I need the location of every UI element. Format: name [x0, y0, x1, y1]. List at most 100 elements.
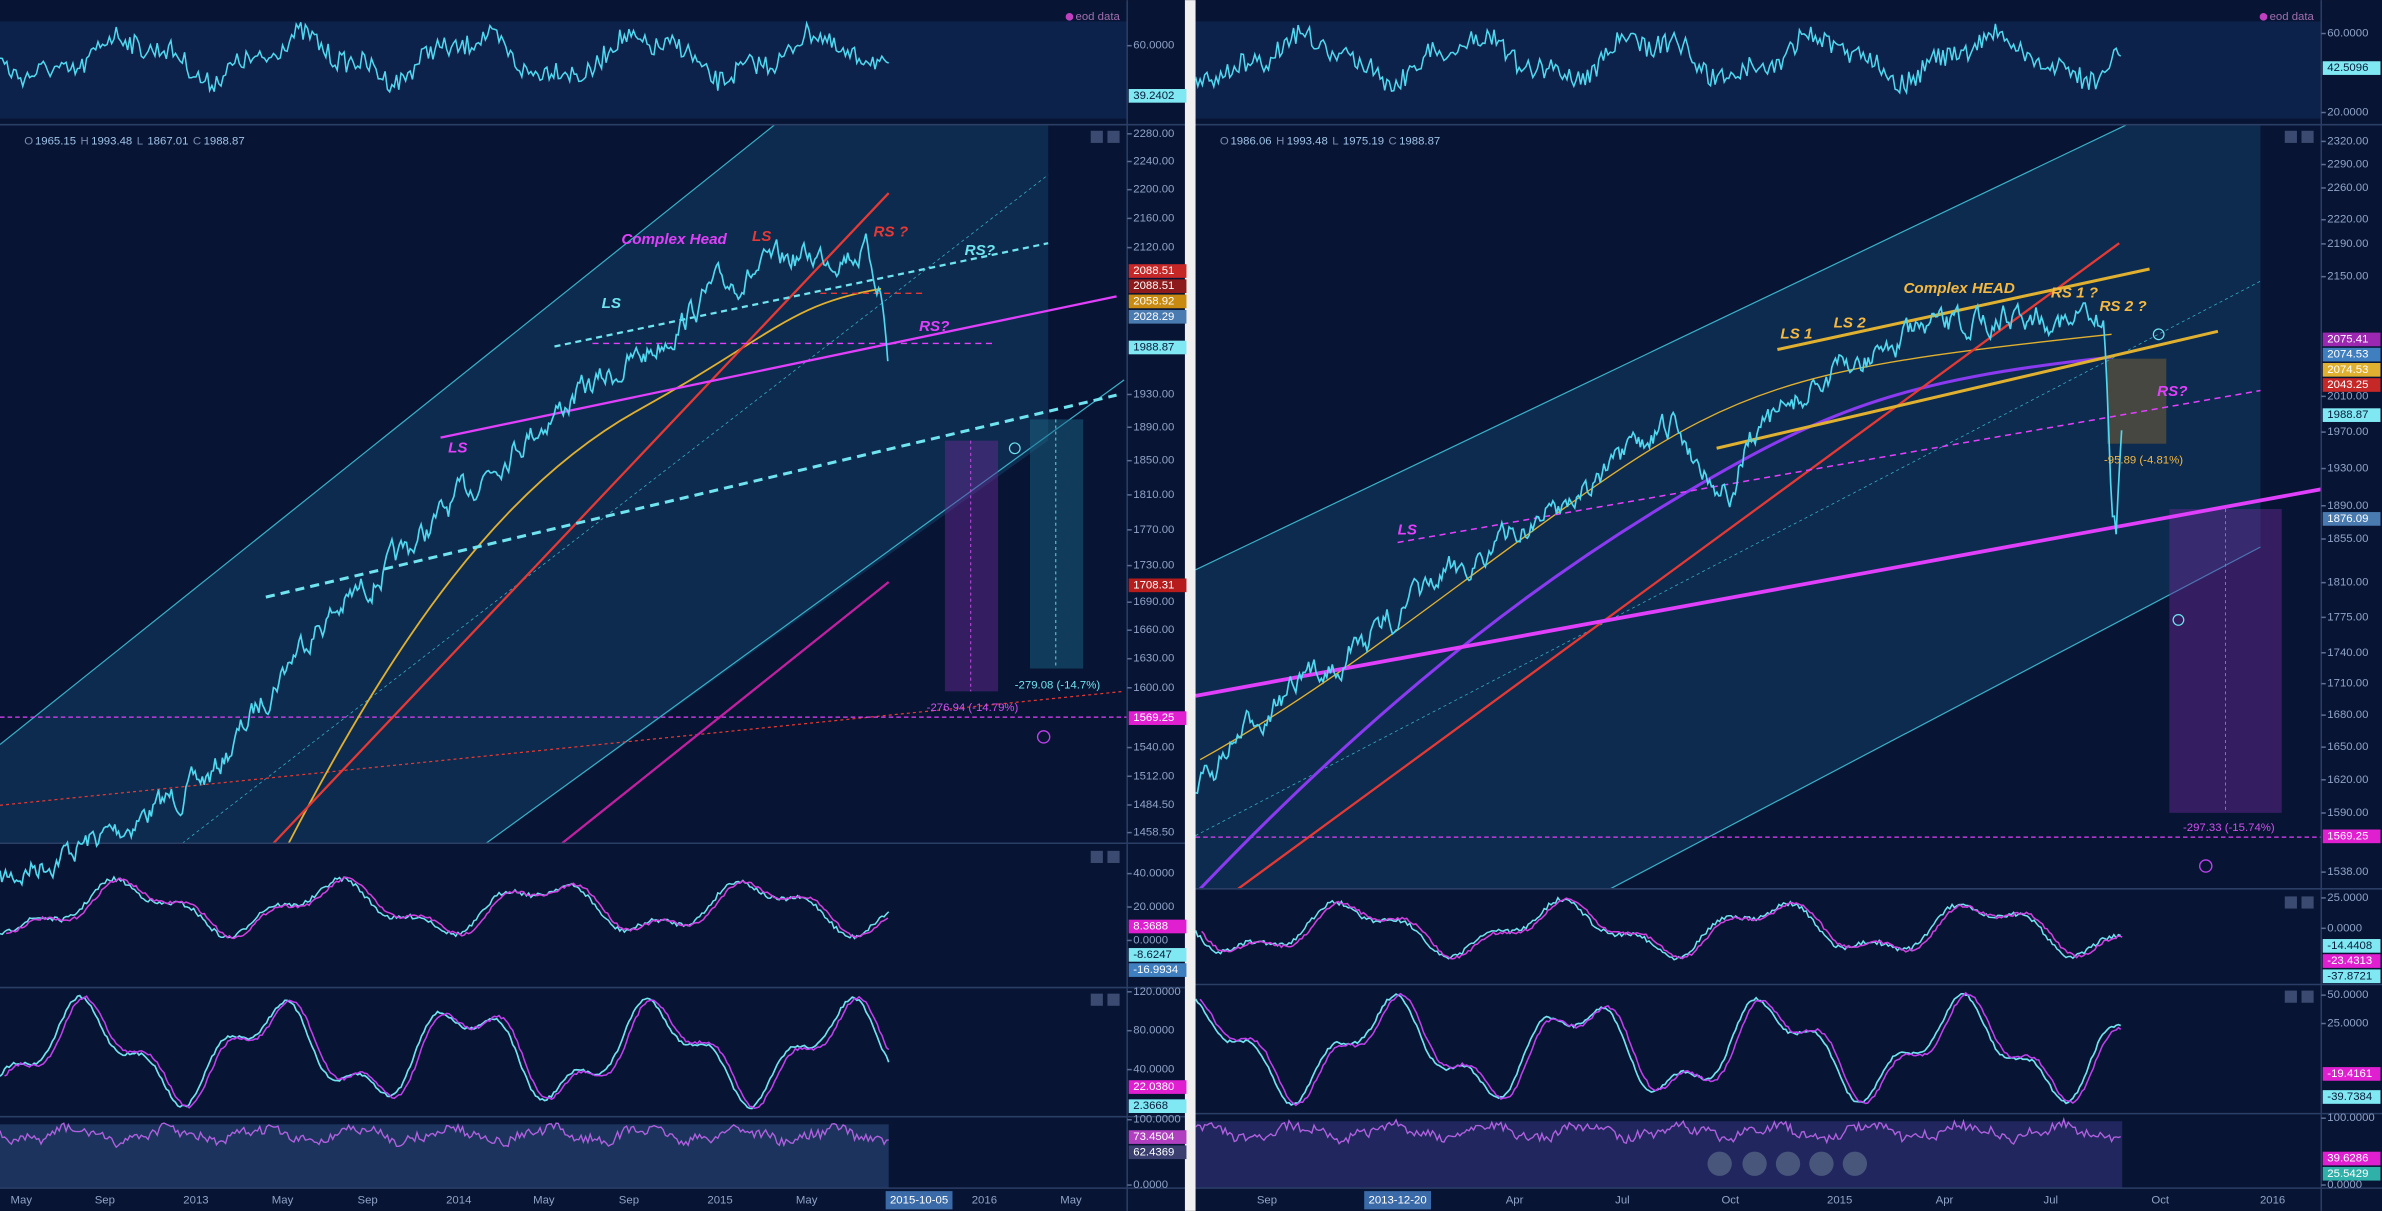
- ohlc-text: 1965.15: [35, 135, 76, 147]
- price-badge-label: 2074.53: [2327, 349, 2368, 361]
- time-label: 2015-10-05: [890, 1194, 948, 1206]
- stoch-signal: [4, 995, 890, 1110]
- rsi-line: [1194, 23, 2122, 96]
- price-line: [0, 233, 889, 887]
- price-badge-label: 73.4504: [1133, 1131, 1174, 1143]
- price-tick-label: 1810.00: [2327, 577, 2368, 589]
- ohlc-text: 1993.48: [91, 135, 132, 147]
- time-label: Oct: [1721, 1194, 1740, 1206]
- time-label: 2013-12-20: [1369, 1194, 1427, 1206]
- price-tick-label: 2240.00: [1133, 156, 1174, 168]
- time-label: Oct: [2151, 1194, 2170, 1206]
- price-tick-label: 1620.00: [2327, 774, 2368, 786]
- sub-tick-label: 0.0000: [2327, 1179, 2362, 1191]
- sub-tick-label: 120.0000: [1133, 986, 1180, 998]
- ohlc-text: 1975.19: [1343, 135, 1384, 147]
- price-badge-label: 2075.41: [2327, 333, 2368, 345]
- time-label: Apr: [1506, 1194, 1524, 1206]
- price-badge: [2322, 829, 2381, 844]
- price-tick-label: 1740.00: [2327, 647, 2368, 659]
- time-label: May: [796, 1194, 818, 1206]
- price-badge-label: -8.6247: [1133, 949, 1172, 961]
- sub-tick-label: 0.0000: [1133, 1179, 1168, 1191]
- ohlc-text: C: [1388, 135, 1396, 147]
- ohlc-text: 1867.01: [147, 135, 188, 147]
- price-badge-label: 42.5096: [2327, 62, 2368, 74]
- price-badge-label: 8.3688: [1133, 920, 1168, 932]
- price-tick-label: 1690.00: [1133, 596, 1174, 608]
- price-badge: [2322, 1067, 2381, 1081]
- annotation: LS: [448, 439, 467, 456]
- price-badge: [1128, 1130, 1187, 1144]
- time-label: Sep: [1257, 1194, 1277, 1206]
- ohlc-text: O: [24, 135, 33, 147]
- annotation: -297.33 (-15.74%): [2183, 822, 2275, 834]
- price-tick-label: 2200.00: [1133, 184, 1174, 196]
- price-badge-label: 2.3668: [1133, 1100, 1168, 1112]
- price-tick-label: 1810.00: [1133, 489, 1174, 501]
- annotation: RS?: [2157, 383, 2187, 400]
- price-badge: [1128, 1099, 1187, 1114]
- sub-tick-label: 100.0000: [2327, 1112, 2374, 1124]
- time-highlight: [1364, 1191, 1432, 1210]
- price-badge: [2322, 969, 2381, 984]
- price-tick-label: 1710.00: [2327, 678, 2368, 690]
- annotation: LS: [1398, 521, 1417, 538]
- ohlc-text: H: [1276, 135, 1284, 147]
- price-badge-label: 1569.25: [1133, 712, 1174, 724]
- bottom-line: [0, 1122, 889, 1149]
- price-tick-label: 1970.00: [2327, 426, 2368, 438]
- time-label: 2015: [707, 1194, 732, 1206]
- time-label: 2014: [446, 1194, 471, 1206]
- annotation: -279.08 (-14.7%): [1015, 679, 1101, 691]
- price-tick-label: 2290.00: [2327, 159, 2368, 171]
- annotation: -276.94 (-14.79%): [927, 702, 1019, 714]
- annotation: LS: [752, 228, 771, 245]
- annotation: -95.89 (-4.81%): [2104, 454, 2183, 466]
- price-badge-label: -39.7384: [2327, 1091, 2372, 1103]
- price-badge-label: -37.8721: [2327, 970, 2372, 982]
- annotation: RS?: [919, 318, 949, 335]
- annotation: RS 2 ?: [2099, 298, 2146, 315]
- time-label: 2013: [183, 1194, 208, 1206]
- price-tick-label: 1660.00: [1133, 624, 1174, 636]
- time-label: 2015: [1827, 1194, 1852, 1206]
- price-badge: [1128, 340, 1187, 355]
- price-badge-label: 2028.29: [1133, 311, 1174, 323]
- sub-tick-label: 60.0000: [2327, 28, 2368, 40]
- ohlc-text: 1986.06: [1230, 135, 1271, 147]
- ohlc-text: 1988.87: [204, 135, 245, 147]
- price-tick-label: 2260.00: [2327, 182, 2368, 194]
- price-badge: [2322, 362, 2381, 377]
- sub-tick-label: 20.0000: [2327, 107, 2368, 119]
- time-label: 2016: [2260, 1194, 2285, 1206]
- price-badge-label: 2043.25: [2327, 379, 2368, 391]
- ohlc-text: 1988.87: [1399, 135, 1440, 147]
- ohlc-text: H: [81, 135, 89, 147]
- sub-tick-label: 0.0000: [1133, 934, 1168, 946]
- price-badge-label: 1988.87: [1133, 341, 1174, 353]
- sub-tick-label: 25.0000: [2327, 1018, 2368, 1030]
- price-badge: [1128, 309, 1187, 324]
- price-badge-label: -14.4408: [2327, 940, 2372, 952]
- price-badge-label: 39.2402: [1133, 90, 1174, 102]
- ohlc-text: C: [193, 135, 201, 147]
- price-tick-label: 2010.00: [2327, 390, 2368, 402]
- price-tick-label: 1890.00: [1133, 421, 1174, 433]
- price-tick-label: 1630.00: [1133, 653, 1174, 665]
- price-badge: [1128, 264, 1187, 278]
- sub-tick-label: 100.0000: [1133, 1114, 1180, 1126]
- price-badge: [2322, 954, 2381, 968]
- time-label: May: [1060, 1194, 1082, 1206]
- price-badge-label: 62.4369: [1133, 1146, 1174, 1158]
- annotation: Complex HEAD: [1903, 280, 2014, 297]
- price-badge-label: -23.4313: [2327, 955, 2372, 967]
- price-badge-label: 1988.87: [2327, 409, 2368, 421]
- price-badge: [2322, 1090, 2381, 1104]
- price-tick-label: 1930.00: [2327, 463, 2368, 475]
- eod-label: eod data: [2270, 11, 2315, 23]
- price-tick-label: 1930.00: [1133, 388, 1174, 400]
- price-tick-label: 1650.00: [2327, 741, 2368, 753]
